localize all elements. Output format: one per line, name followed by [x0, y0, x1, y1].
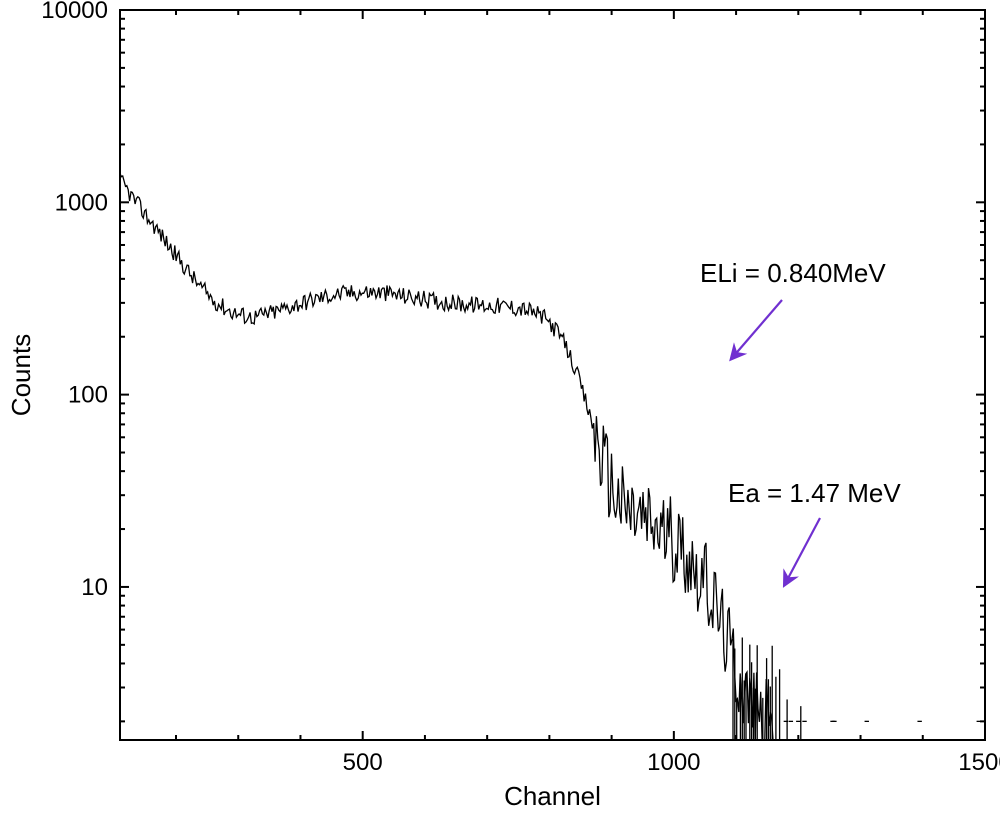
chart-svg: 500 1000 1500 10 100 1000 10000 ELi = 0.840MeV… — [0, 0, 1000, 821]
x-tick-label: 1000 — [647, 749, 700, 776]
annotations: ELi = 0.840MeV Ea = 1.47 MeV — [700, 258, 901, 584]
y-tick-label: 100 — [68, 382, 108, 409]
spectrum-chart: 500 1000 1500 10 100 1000 10000 ELi = 0.840MeV… — [0, 0, 1000, 821]
y-tick-label: 10 — [81, 574, 108, 601]
y-tick-label: 1000 — [55, 189, 108, 216]
axes: 500 1000 1500 10 100 1000 10000 — [41, 0, 1000, 776]
y-axis-label: Counts — [6, 334, 36, 416]
annotation-ea-label: Ea = 1.47 MeV — [728, 478, 901, 508]
x-tick-label: 1500 — [958, 749, 1000, 776]
annotation-eli-arrow — [732, 300, 782, 358]
annotation-eli-label: ELi = 0.840MeV — [700, 258, 886, 288]
x-tick-label: 500 — [343, 749, 383, 776]
y-tick-label: 10000 — [41, 0, 108, 24]
annotation-ea-arrow — [785, 518, 820, 584]
x-axis-label: Channel — [504, 781, 601, 811]
spectrum-line — [120, 174, 773, 740]
